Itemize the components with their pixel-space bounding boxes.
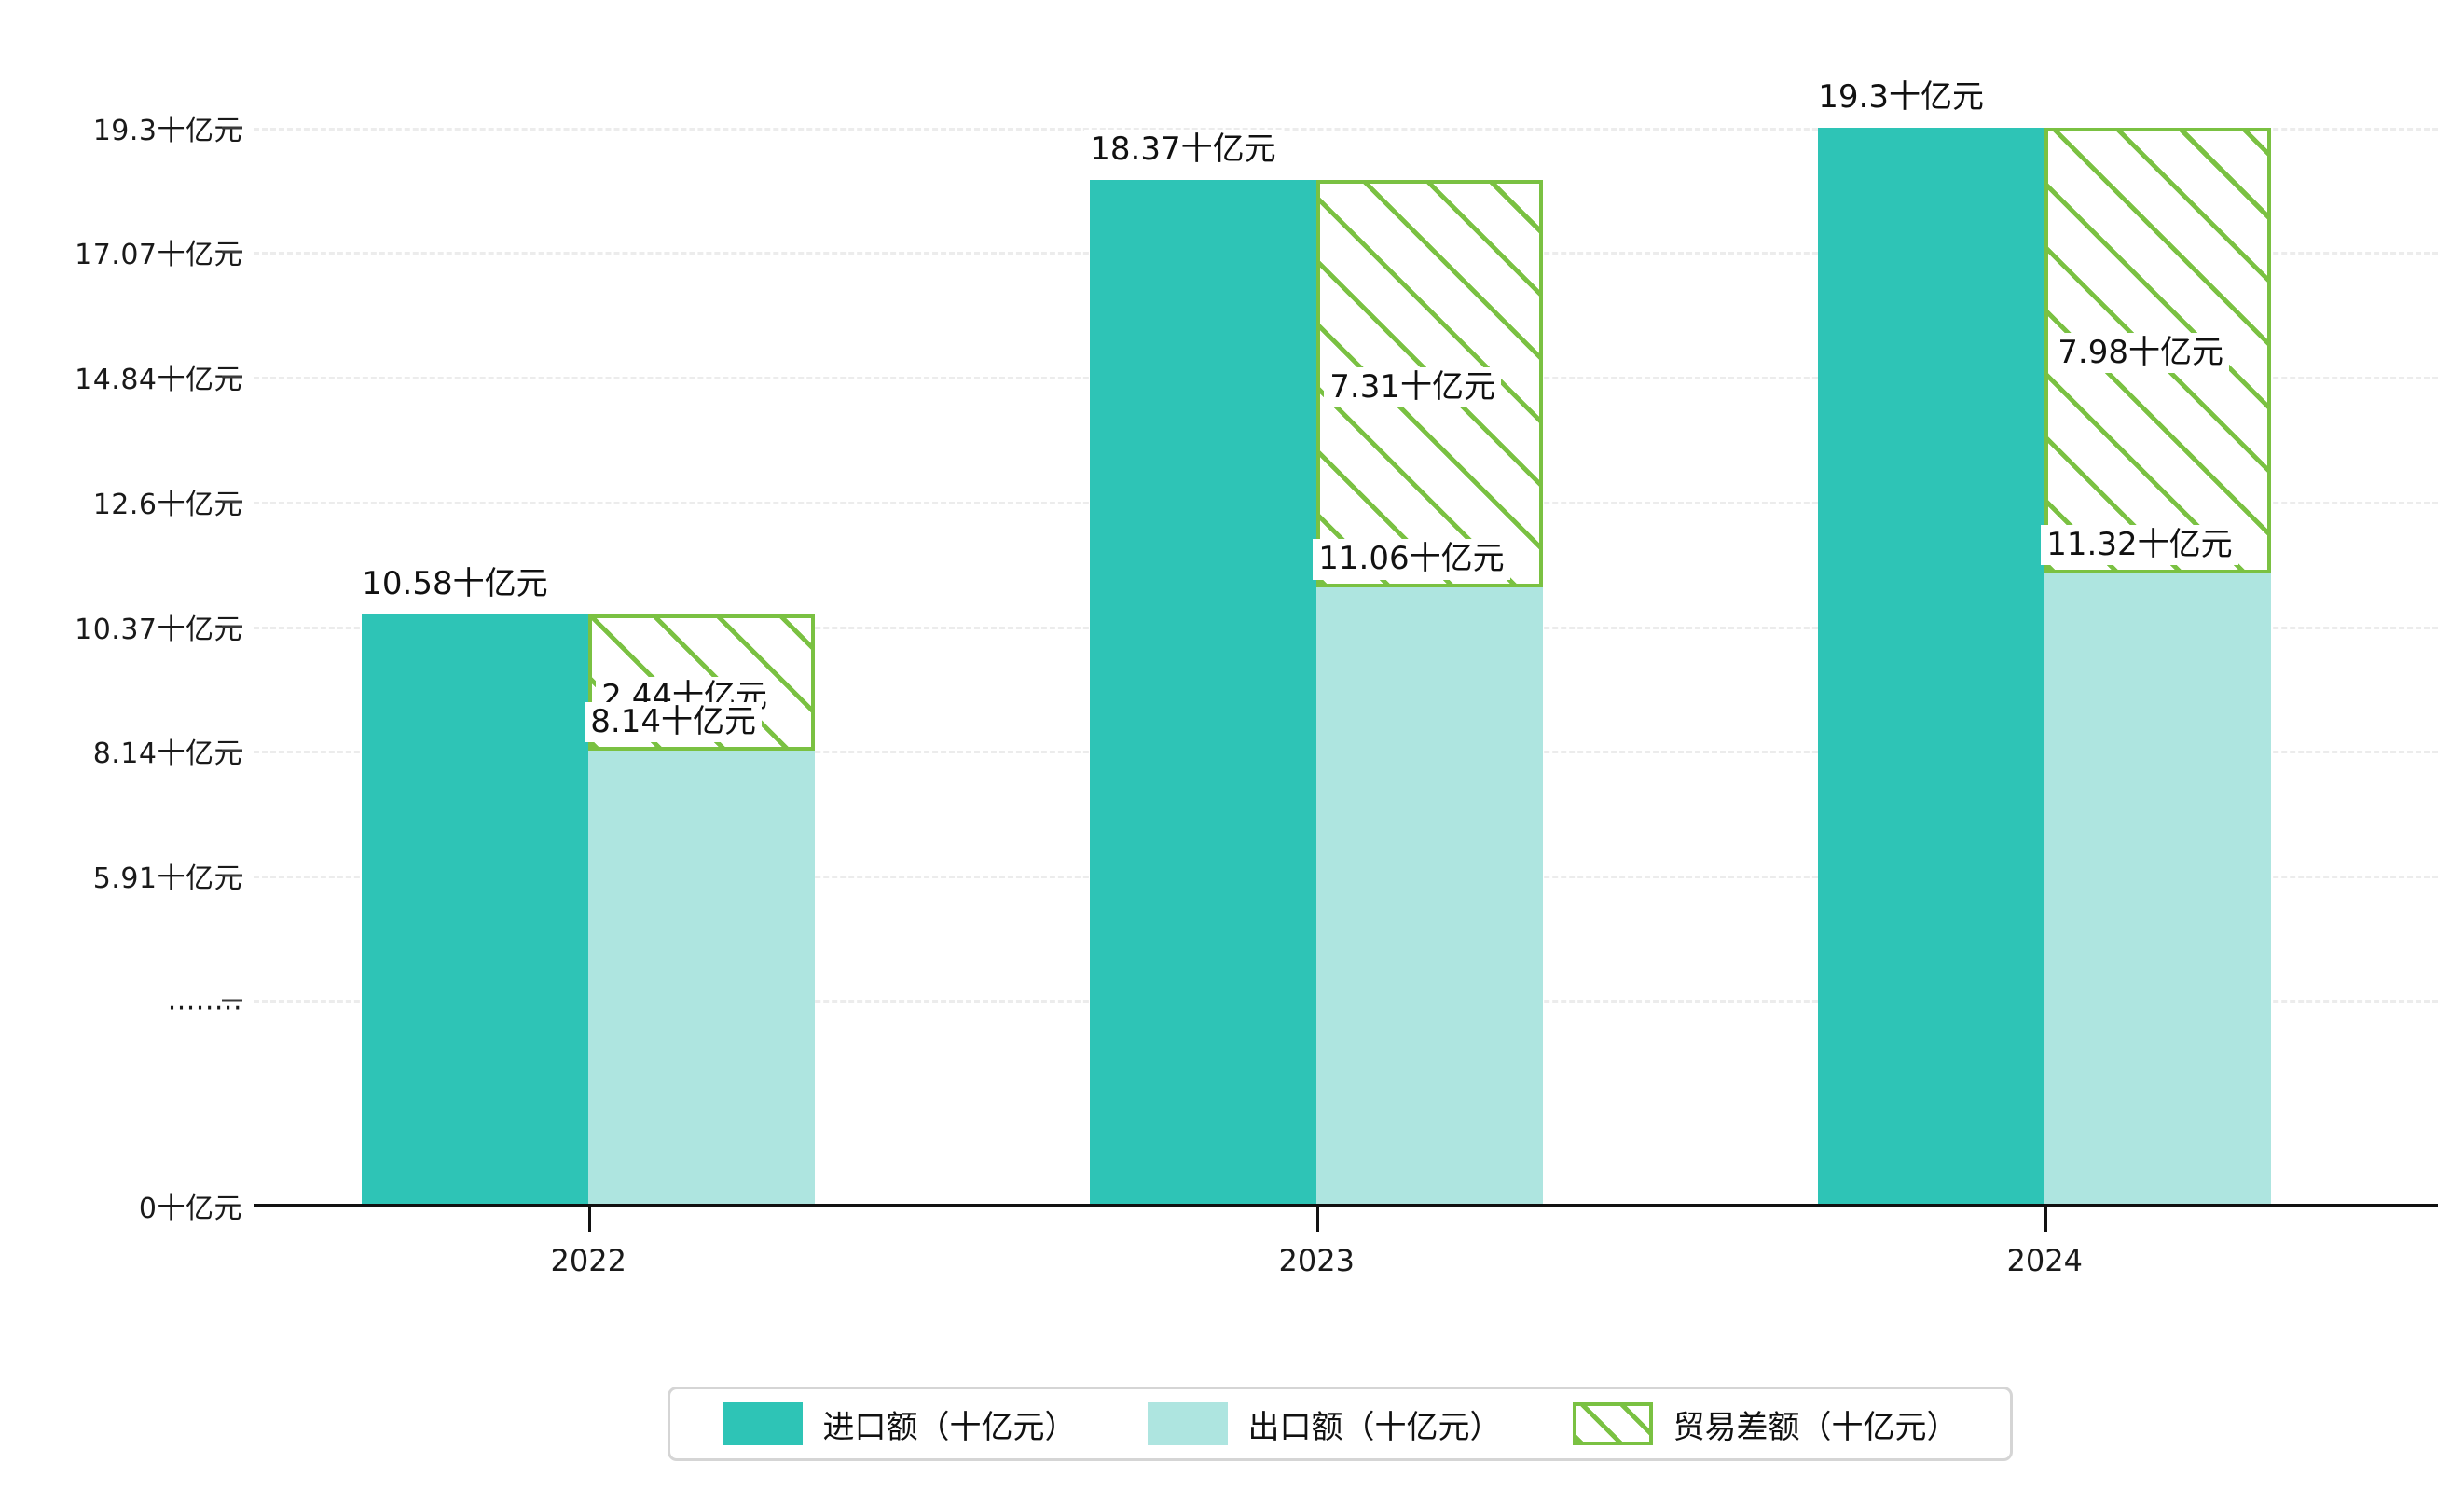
x-axis-tick-mark bbox=[1316, 1207, 1320, 1232]
y-axis-tick-mark bbox=[222, 625, 242, 628]
y-axis-tick-label: 5.91十亿元 bbox=[92, 862, 242, 895]
gridline bbox=[254, 127, 2438, 131]
value-label-import-2024: 19.3十亿元 bbox=[1812, 76, 1989, 117]
y-axis-tick-mark bbox=[222, 874, 242, 877]
y-axis-tick-mark bbox=[222, 375, 242, 379]
bar-import-2022[interactable] bbox=[362, 614, 589, 1206]
export-swatch bbox=[1147, 1402, 1228, 1445]
value-label-export-2023: 11.06十亿元 bbox=[1313, 539, 1510, 580]
y-axis-tick-label: 17.07十亿元 bbox=[75, 239, 242, 272]
value-label-import-2022: 10.58十亿元 bbox=[356, 564, 554, 605]
bar-import-2024[interactable] bbox=[1818, 127, 2045, 1206]
y-axis-tick-label: 0十亿元 bbox=[138, 1193, 242, 1225]
legend-item-diff[interactable]: 贸易差额（十亿元） bbox=[1572, 1401, 1959, 1447]
value-label-trade-diff-2023: 7.31十亿元 bbox=[1324, 366, 1501, 408]
legend-label: 进口额（十亿元） bbox=[822, 1408, 1077, 1446]
x-axis-tick-label-2022: 2022 bbox=[550, 1243, 626, 1278]
legend-label: 贸易差额（十亿元） bbox=[1672, 1408, 1959, 1446]
legend-item-import[interactable]: 进口额（十亿元） bbox=[722, 1401, 1077, 1447]
legend-label: 出口额（十亿元） bbox=[1247, 1408, 1502, 1446]
plot-area: 10.58十亿元 2.44十亿元 8.14十亿元 18.37十亿元 7.31十亿元 11.… bbox=[254, 33, 2438, 1206]
value-label-export-2022: 8.14十亿元 bbox=[585, 702, 762, 743]
bar-export-2024[interactable] bbox=[2044, 573, 2272, 1206]
bar-export-2022[interactable] bbox=[588, 751, 816, 1206]
trade-diff-swatch bbox=[1572, 1402, 1653, 1445]
y-axis-tick-mark bbox=[222, 500, 242, 504]
x-axis-line bbox=[254, 1204, 2438, 1207]
x-axis-tick-mark bbox=[588, 1207, 592, 1232]
y-axis-tick-label: 14.84十亿元 bbox=[75, 364, 242, 396]
y-axis-tick-mark bbox=[222, 250, 242, 254]
bar-export-2023[interactable] bbox=[1316, 587, 1544, 1206]
value-label-trade-diff-2024: 7.98十亿元 bbox=[2052, 332, 2229, 373]
x-axis-tick-label-2024: 2024 bbox=[2006, 1243, 2083, 1278]
y-axis-tick-mark bbox=[222, 126, 242, 130]
y-axis-tick-label: 8.14十亿元 bbox=[92, 738, 242, 771]
y-axis-tick-label: 10.37十亿元 bbox=[75, 613, 242, 646]
x-axis-tick-label-2023: 2023 bbox=[1278, 1243, 1355, 1278]
chart-legend[interactable]: 进口额（十亿元） 出口额（十亿元） 贸易差额（十亿元） bbox=[668, 1387, 2013, 1461]
value-label-import-2023: 18.37十亿元 bbox=[1084, 129, 1282, 170]
legend-item-export[interactable]: 出口额（十亿元） bbox=[1147, 1401, 1502, 1447]
y-axis-tick-label: 19.3十亿元 bbox=[92, 114, 242, 147]
value-label-export-2024: 11.32十亿元 bbox=[2041, 524, 2238, 565]
import-swatch bbox=[722, 1402, 803, 1445]
y-axis-tick-mark bbox=[222, 749, 242, 752]
x-axis-tick-mark bbox=[2044, 1207, 2048, 1232]
y-axis-tick-mark bbox=[222, 999, 242, 1002]
y-axis-tick-label: 12.6十亿元 bbox=[92, 489, 242, 522]
bar-import-2023[interactable] bbox=[1090, 179, 1317, 1206]
